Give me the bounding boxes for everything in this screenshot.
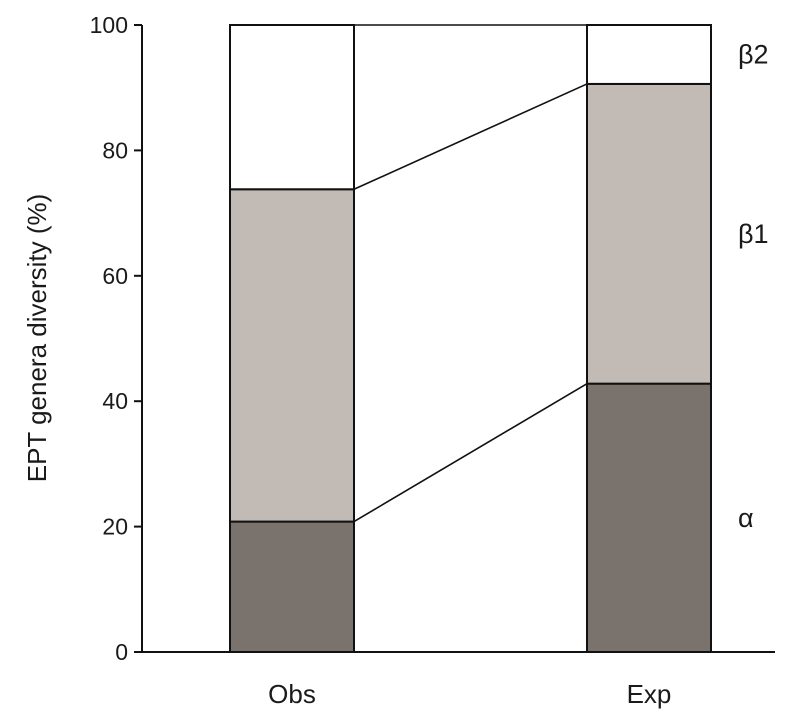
bar-segment-exp-2 — [586, 82, 712, 385]
y-axis-title: EPT genera diversity (%) — [22, 194, 52, 483]
connector-line-2 — [353, 83, 588, 191]
y-tick-label-0: 0 — [115, 639, 128, 665]
segment-label-1: α — [738, 503, 754, 533]
bar-segment-obs-3 — [229, 24, 355, 191]
bar-segment-exp-3 — [586, 24, 712, 85]
y-tick-label-60: 60 — [102, 263, 128, 289]
bar-segment-exp-1 — [586, 382, 712, 653]
x-category-label-exp: Exp — [627, 679, 672, 709]
segment-label-2: β1 — [738, 219, 769, 249]
bar-segment-obs-1 — [229, 520, 355, 653]
connector-line-1 — [353, 382, 588, 523]
x-category-label-obs: Obs — [268, 679, 316, 709]
plot-area: 0 20 40 60 80 100 Obs Exp α β1 β2 — [90, 12, 775, 709]
bar-segment-obs-2 — [229, 188, 355, 523]
y-tick-label-80: 80 — [102, 137, 128, 163]
y-tick-label-40: 40 — [102, 388, 128, 414]
y-tick-label-20: 20 — [102, 514, 128, 540]
y-tick-label-100: 100 — [90, 12, 128, 38]
segment-label-3: β2 — [738, 39, 769, 69]
